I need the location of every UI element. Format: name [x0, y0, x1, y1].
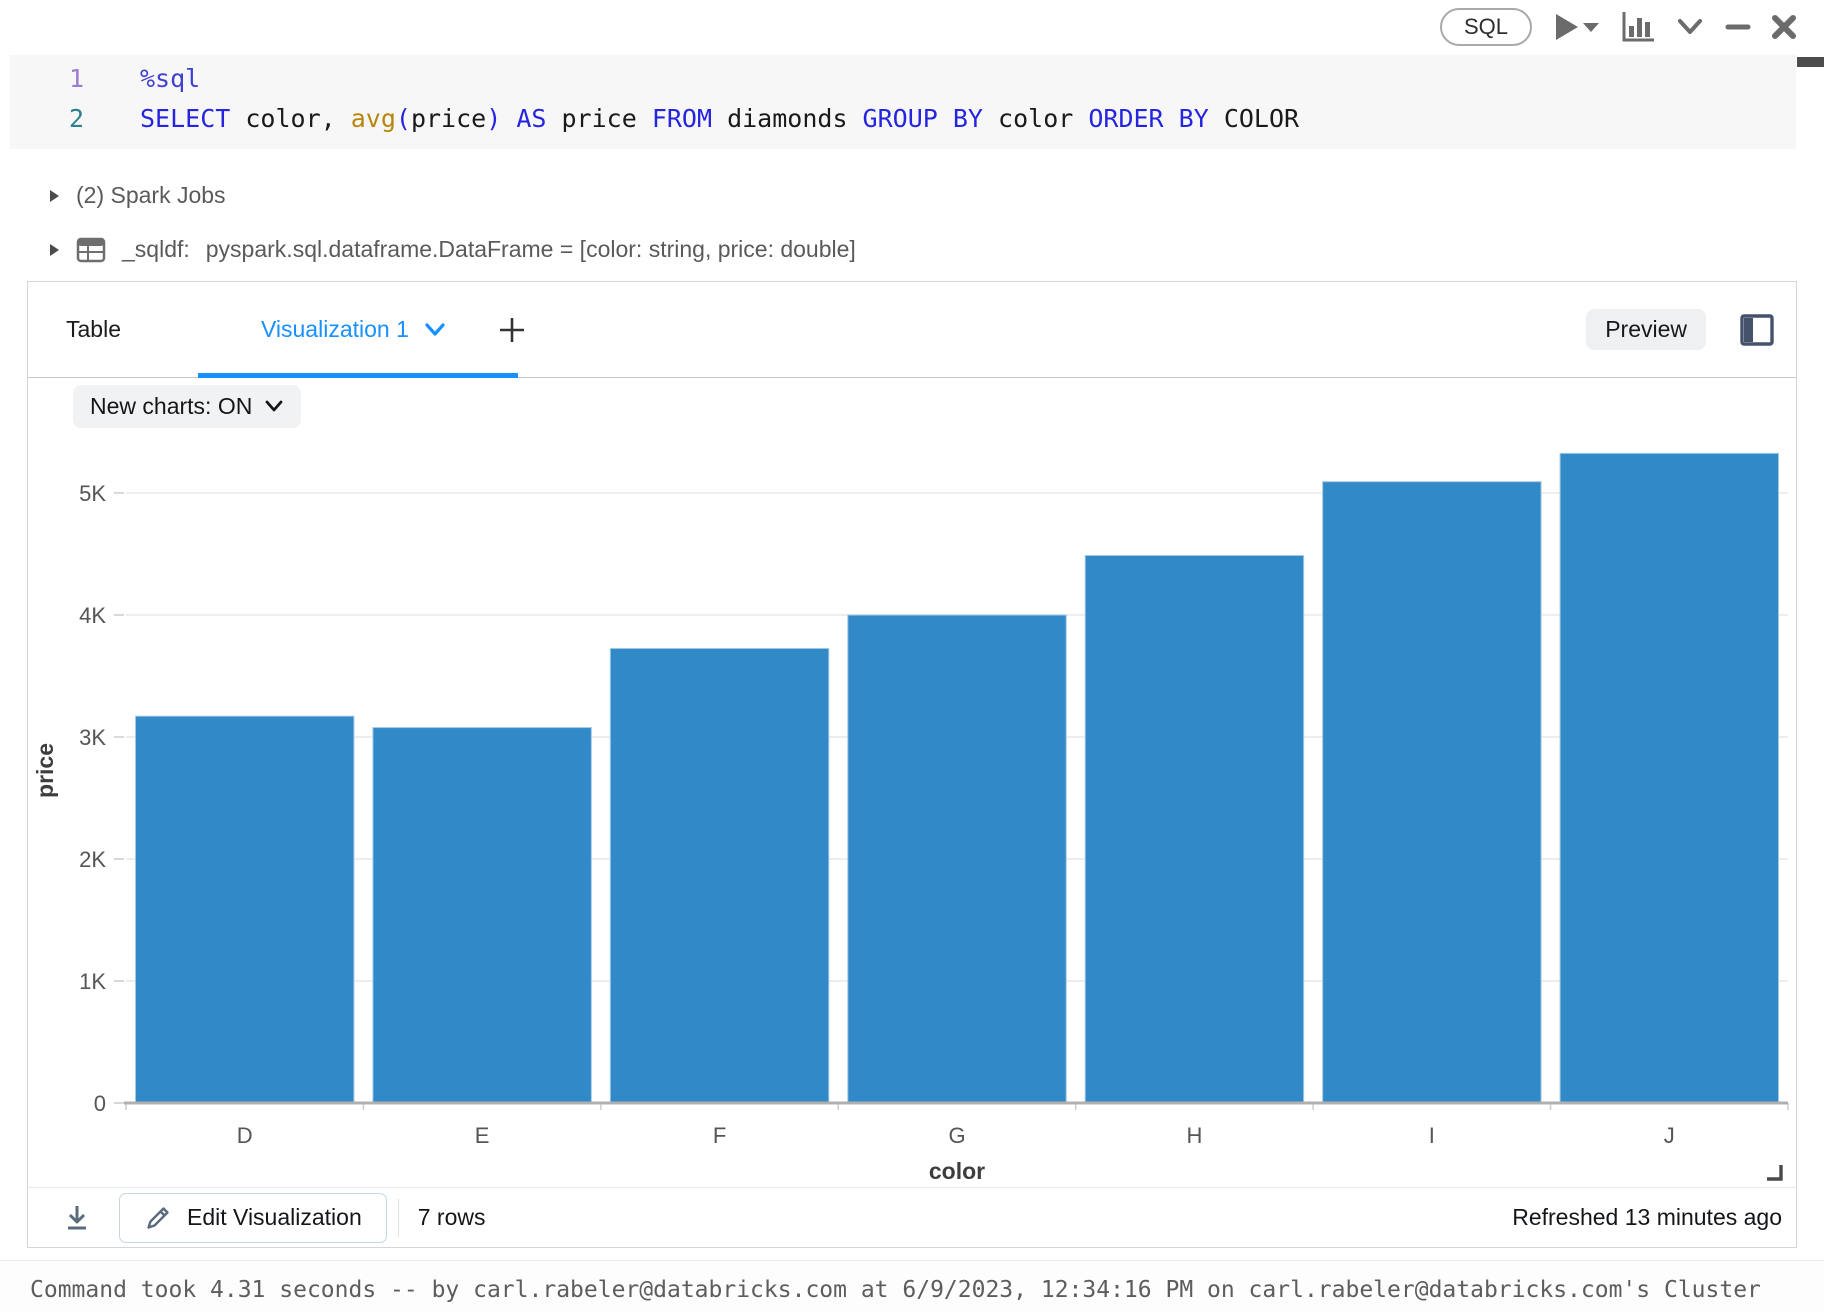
bar[interactable] [372, 727, 592, 1104]
refreshed-status: Refreshed 13 minutes ago [1512, 1204, 1782, 1230]
x-tick-label: G [948, 1123, 965, 1148]
edit-visualization-button[interactable]: Edit Visualization [119, 1192, 387, 1243]
code-editor[interactable]: 1 %sql 2 SELECT color, avg(price) AS price … [10, 55, 1796, 149]
x-tick-label: I [1429, 1123, 1435, 1148]
active-tab-indicator [198, 373, 518, 378]
preview-button[interactable]: Preview [1586, 309, 1706, 350]
spark-jobs-label[interactable]: (2) Spark Jobs [76, 182, 226, 208]
dataframe-table-icon [76, 237, 106, 262]
minimize-icon[interactable] [1724, 15, 1752, 39]
command-status: Command took 4.31 seconds -- by carl.rab… [30, 1277, 1761, 1303]
y-tick-label: 0 [94, 1091, 106, 1116]
code-line[interactable]: 2 SELECT color, avg(price) AS price FROM … [10, 99, 1796, 139]
y-tick-label: 5K [79, 481, 106, 506]
y-tick-label: 3K [79, 725, 106, 750]
results-footer: Edit Visualization 7 rows Refreshed 13 m… [28, 1187, 1796, 1247]
x-tick-label: H [1186, 1123, 1202, 1148]
plus-icon [499, 317, 524, 342]
chart-icon[interactable] [1620, 10, 1656, 44]
tab-visualization-1[interactable]: Visualization 1 [261, 316, 447, 343]
line-number: 2 [68, 104, 84, 133]
bar[interactable] [847, 614, 1067, 1104]
side-panel-icon[interactable] [1738, 312, 1776, 348]
resize-handle[interactable] [1766, 1164, 1784, 1182]
language-badge[interactable]: SQL [1439, 8, 1532, 46]
y-tick-label: 2K [79, 847, 106, 872]
code-text: SELECT color, avg(price) AS price FROM d… [140, 104, 1300, 133]
x-tick-label: J [1664, 1123, 1675, 1148]
bar[interactable] [609, 647, 830, 1104]
x-tick-label: D [237, 1123, 253, 1148]
chevron-down-icon [265, 400, 283, 412]
run-icon[interactable] [1550, 11, 1602, 43]
add-visualization-button[interactable] [497, 315, 527, 345]
results-tabs-row: Table Visualization 1 Preview [28, 282, 1796, 378]
bar[interactable] [1084, 555, 1305, 1104]
close-icon[interactable] [1770, 14, 1798, 40]
bar[interactable] [1322, 481, 1542, 1104]
sqldf-type: pyspark.sql.dataframe.DataFrame = [color… [205, 236, 856, 262]
cell-status-bar: Command took 4.31 seconds -- by carl.rab… [0, 1260, 1824, 1312]
y-tick-label: 4K [79, 603, 106, 628]
code-text: %sql [140, 64, 201, 93]
sqldf-row: _sqldf: pyspark.sql.dataframe.DataFrame … [48, 236, 856, 263]
tab-table[interactable]: Table [66, 316, 121, 342]
line-number: 1 [68, 64, 84, 93]
spark-jobs-row: (2) Spark Jobs [48, 182, 226, 209]
y-tick-label: 1K [79, 969, 106, 994]
x-tick-label: E [475, 1123, 490, 1148]
disclosure-triangle-icon[interactable] [48, 188, 60, 204]
results-panel: Table Visualization 1 Preview New charts… [27, 281, 1797, 1248]
x-tick-label: F [713, 1123, 726, 1148]
bar[interactable] [1559, 452, 1780, 1104]
y-axis-title: price [32, 743, 58, 798]
tab-caret-icon[interactable] [423, 321, 447, 339]
download-icon[interactable] [61, 1202, 93, 1234]
new-charts-toggle[interactable]: New charts: ON [73, 385, 302, 428]
divider [397, 1198, 399, 1237]
sqldf-name[interactable]: _sqldf: [122, 236, 190, 262]
x-axis-title: color [929, 1158, 985, 1184]
cell-toolbar: SQL [1439, 8, 1798, 46]
scroll-indicator[interactable] [1797, 57, 1824, 67]
pencil-icon [147, 1206, 169, 1229]
disclosure-triangle-icon[interactable] [48, 242, 60, 258]
row-count: 7 rows [417, 1204, 486, 1230]
chevron-down-icon[interactable] [1674, 15, 1706, 39]
code-line[interactable]: 1 %sql [10, 59, 1796, 99]
bar[interactable] [134, 715, 355, 1104]
